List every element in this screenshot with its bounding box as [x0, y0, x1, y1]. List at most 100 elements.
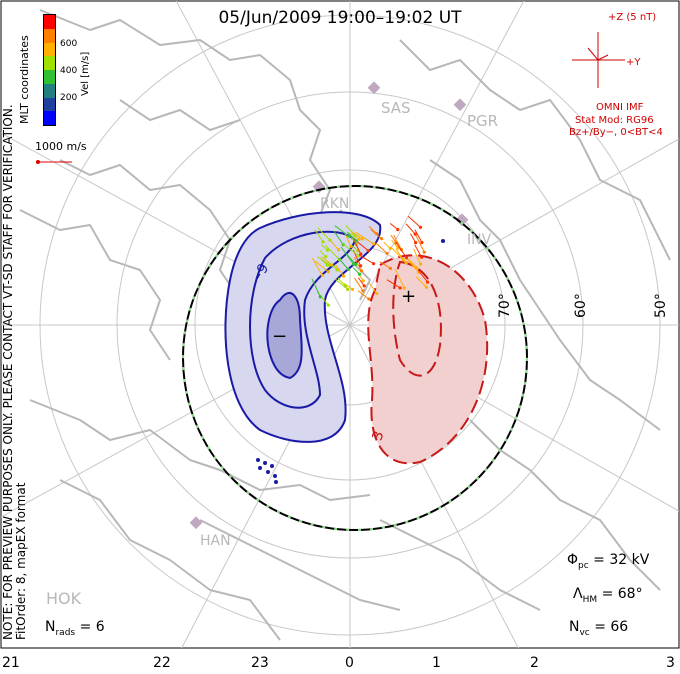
velocity-vector-origin [396, 228, 400, 232]
velocity-vector [311, 257, 323, 276]
velocity-vector-origin [326, 303, 330, 307]
station-label: HAN [200, 533, 231, 549]
velocity-vector-origin [347, 234, 351, 238]
velocity-vector-origin [359, 252, 363, 256]
mlt-label: 2 [530, 655, 539, 671]
velocity-vector-origin [388, 246, 392, 250]
velocity-vector [337, 277, 346, 287]
colorbar-tick: 400 [60, 66, 78, 76]
velocity-vector [415, 276, 427, 288]
mlt-label: 1 [432, 655, 441, 671]
velocity-vector [314, 260, 329, 273]
velocity-vector-origin [336, 248, 341, 252]
velocity-vector [359, 254, 374, 265]
velocity-vector-origin [321, 240, 325, 244]
velocity-vector-origin [354, 239, 358, 243]
velocity-vector-origin [420, 240, 424, 245]
velocity-vector-origin [414, 241, 418, 245]
velocity-vector-origin [326, 270, 331, 274]
n-vc-stat: Nvc = 66 [569, 619, 628, 638]
stat-subscript: HM [582, 594, 598, 605]
velocity-vector [389, 223, 399, 230]
velocity-vector [408, 260, 417, 268]
velocity-vector [343, 283, 353, 290]
preview-note: NOTE: FOR PREVIEW PURPOSES ONLY. PLEASE … [1, 104, 28, 640]
colorbar-band [44, 97, 55, 112]
mlt-label: 0 [345, 655, 354, 671]
velocity-vector-origin [324, 255, 328, 259]
velocity-vector-origin [359, 269, 364, 273]
imf-by-label: +Y [626, 57, 641, 68]
potential-min-symbol: − [272, 326, 288, 347]
velocity-vector [314, 229, 324, 243]
velocity-vector-origin [420, 255, 424, 259]
velocity-vector [324, 244, 340, 261]
stat-subscript: pc [578, 560, 589, 571]
velocity-vector-origin [404, 256, 409, 260]
velocity-vector [395, 248, 404, 260]
velocity-vector [414, 229, 423, 243]
velocity-vector [337, 257, 349, 270]
velocity-vector-origin [351, 262, 356, 266]
lambda-hm-stat: ΛHM = 68° [573, 586, 643, 605]
velocity-vector-origin [366, 249, 370, 253]
velocity-vector [353, 256, 362, 272]
velocity-vector [354, 277, 364, 291]
negative-contour-inner [266, 292, 303, 380]
colorbar-band [44, 83, 55, 98]
velocity-vector [333, 230, 344, 245]
velocity-vector-origin [385, 251, 389, 255]
velocity-vector [334, 278, 348, 290]
imf-model: Stat Mod: RG96 [575, 115, 654, 126]
velocity-vector-origin [318, 295, 322, 299]
blue-points [256, 239, 445, 484]
colorbar-band [44, 15, 55, 29]
velocity-vector-origin [350, 287, 355, 292]
velocity-vector-origin [398, 286, 402, 290]
velocity-vector-origin [362, 284, 366, 288]
station-label: SAS [381, 99, 411, 117]
stat-value: = 6 [79, 619, 105, 635]
velocity-vector [375, 242, 388, 254]
colorbar-tick: 600 [60, 39, 78, 49]
velocity-vector-origin [371, 242, 376, 246]
velocity-vector-origin [380, 237, 384, 241]
velocity-vector-origin [418, 225, 423, 229]
stat-symbol: N [569, 619, 580, 635]
station-label: RKN [320, 196, 350, 212]
velocity-vector [357, 277, 365, 287]
velocity-vector [334, 225, 350, 237]
potential-max-symbol: + [401, 286, 417, 307]
velocity-vector [311, 278, 321, 298]
velocity-vector-origin [425, 280, 430, 284]
lat-label: 70° [497, 293, 513, 318]
velocity-vector-origin [325, 263, 329, 267]
velocity-vector [347, 231, 357, 242]
colorbar-band [44, 70, 55, 84]
colorbar-band [44, 28, 55, 43]
velocity-vector-origin [360, 237, 364, 241]
velocity-vector-origin [357, 272, 362, 276]
velocity-vector-origin [388, 266, 393, 270]
velocity-vector [379, 261, 391, 269]
velocity-vector [334, 263, 345, 277]
velocity-vector [409, 233, 417, 243]
velocity-vector [345, 224, 356, 237]
velocity-vector [353, 239, 362, 255]
velocity-vector-origin [422, 250, 426, 254]
velocity-vector [394, 268, 405, 289]
colorbar-label: Vel [m/s] [80, 51, 91, 96]
velocity-vector [340, 246, 354, 265]
station-label: PGR [467, 112, 499, 130]
velocity-vectors [311, 215, 430, 307]
velocity-vector-origin [371, 262, 376, 266]
velocity-vector [391, 247, 407, 264]
velocity-vector [417, 269, 428, 283]
velocity-vector-origin [361, 289, 365, 293]
velocity-vector-origin [424, 285, 428, 289]
stat-subscript: vc [579, 627, 590, 638]
stat-value: = 66 [594, 619, 629, 635]
imf-condition: Bz+/By−, 0<BT<4 [569, 127, 663, 138]
